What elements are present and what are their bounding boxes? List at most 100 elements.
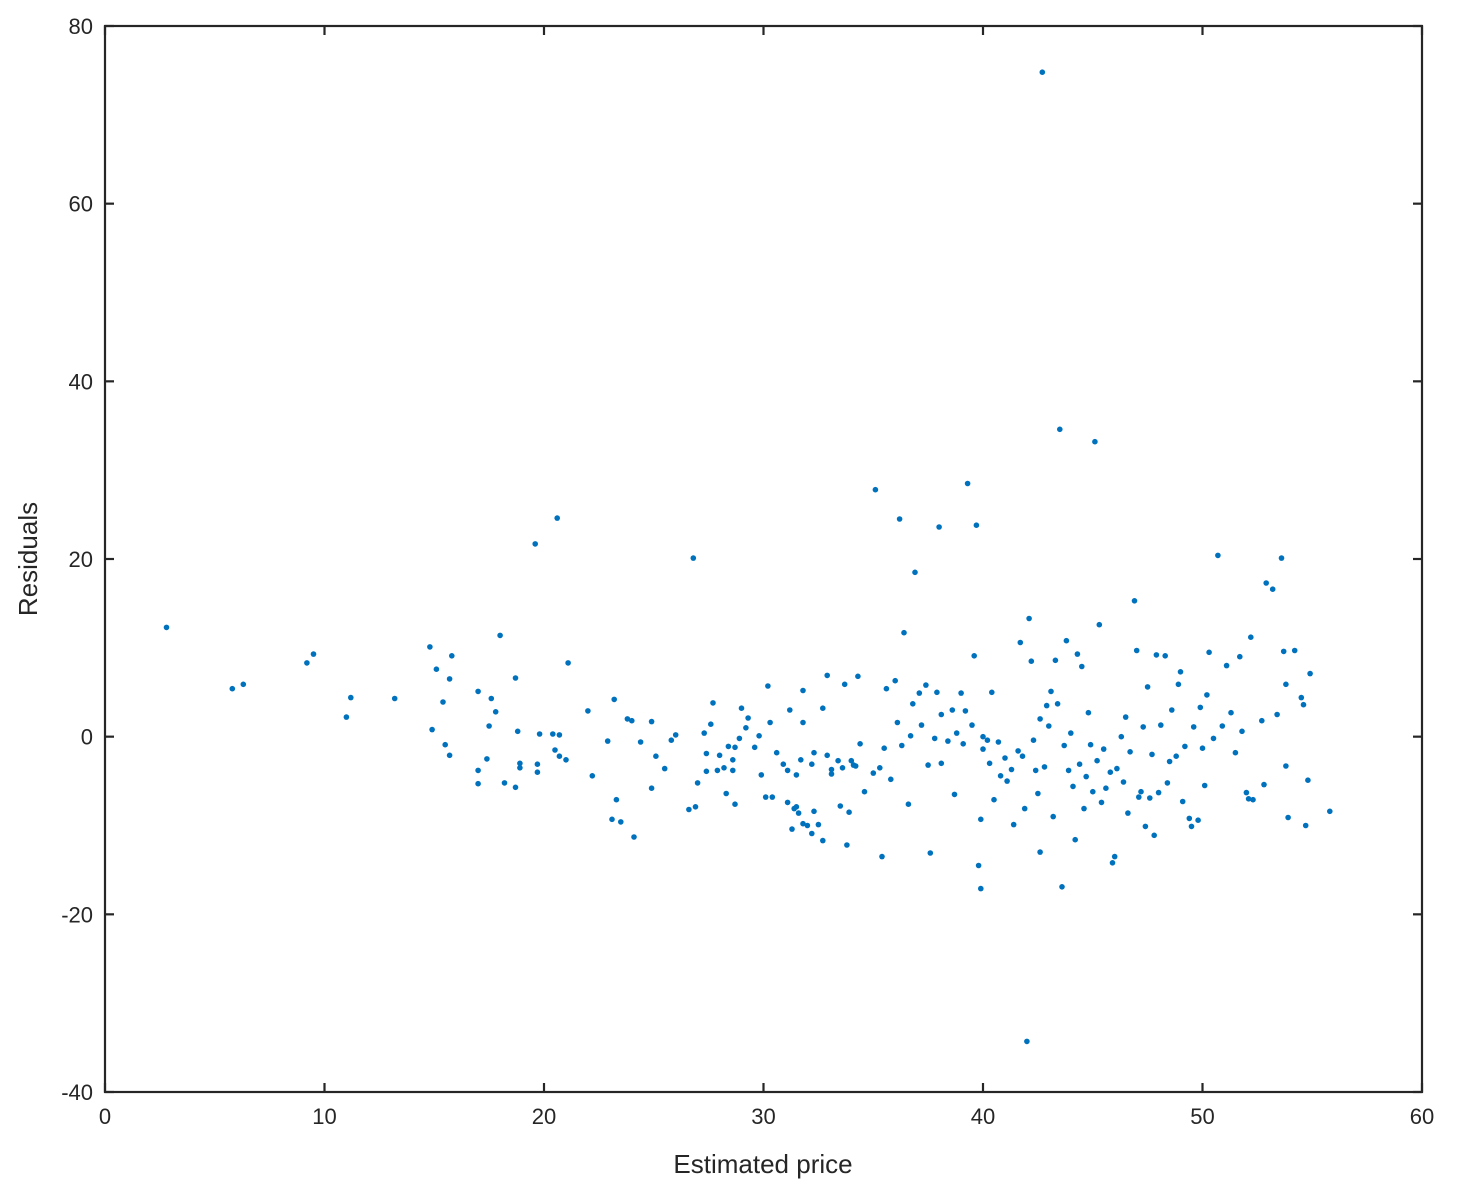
data-point xyxy=(343,714,350,720)
data-point xyxy=(613,796,620,803)
x-tick-label: 60 xyxy=(1410,1104,1434,1129)
y-tick-label: 80 xyxy=(69,14,93,39)
data-point xyxy=(1092,438,1098,445)
x-tick-label: 30 xyxy=(751,1104,775,1129)
data-point xyxy=(980,746,986,752)
data-point xyxy=(1076,761,1083,767)
data-point xyxy=(1048,688,1054,695)
data-point xyxy=(1219,723,1226,729)
data-point xyxy=(427,644,433,650)
data-point xyxy=(1151,832,1157,839)
x-tick-label: 0 xyxy=(99,1104,111,1129)
data-point xyxy=(798,757,804,763)
data-point xyxy=(1024,1038,1030,1045)
data-point xyxy=(550,731,556,737)
data-point xyxy=(304,660,310,666)
data-point xyxy=(716,752,723,759)
data-point xyxy=(604,738,611,744)
data-point xyxy=(475,767,481,774)
data-point xyxy=(1162,653,1168,659)
data-point xyxy=(648,718,655,725)
data-point xyxy=(1269,586,1276,592)
data-point xyxy=(995,739,1002,745)
data-point xyxy=(1153,652,1160,658)
data-point xyxy=(701,730,707,736)
data-point xyxy=(912,569,918,576)
data-point xyxy=(1190,724,1197,730)
data-point xyxy=(758,772,765,778)
data-point xyxy=(534,769,541,775)
x-tick-label: 50 xyxy=(1190,1104,1214,1129)
data-point xyxy=(517,765,523,771)
data-point xyxy=(918,722,925,728)
data-point xyxy=(811,808,817,815)
data-point xyxy=(991,796,997,803)
data-point xyxy=(938,711,945,718)
data-point xyxy=(997,773,1004,779)
data-point xyxy=(391,695,398,702)
data-point xyxy=(714,767,721,774)
data-point xyxy=(1100,746,1107,752)
data-point xyxy=(637,739,644,745)
data-point xyxy=(1327,808,1333,815)
data-point xyxy=(1039,69,1046,75)
data-point xyxy=(787,707,793,713)
data-point xyxy=(773,749,780,756)
data-point xyxy=(1107,769,1114,775)
data-point xyxy=(552,747,558,753)
data-point xyxy=(710,700,716,706)
data-point xyxy=(1114,765,1120,772)
data-point xyxy=(765,683,771,689)
data-point xyxy=(745,715,751,721)
data-point xyxy=(1085,709,1092,716)
data-point xyxy=(800,687,806,694)
data-point xyxy=(804,822,811,829)
data-point xyxy=(517,760,523,767)
x-tick-label: 40 xyxy=(971,1104,995,1129)
x-tick-label: 20 xyxy=(532,1104,556,1129)
data-point xyxy=(1210,735,1217,742)
y-tick-label: 60 xyxy=(69,192,93,217)
data-point xyxy=(962,708,969,714)
data-point xyxy=(348,694,354,701)
data-point xyxy=(1173,753,1179,759)
data-point xyxy=(1204,692,1210,698)
x-axis-title: Estimated price xyxy=(673,1149,852,1179)
data-point xyxy=(1037,849,1043,855)
data-point xyxy=(855,673,861,680)
data-point xyxy=(848,757,855,764)
data-point xyxy=(762,794,769,800)
data-point xyxy=(1228,709,1234,716)
data-point xyxy=(809,761,815,767)
data-point xyxy=(1008,766,1015,773)
data-point xyxy=(1140,724,1146,730)
data-point xyxy=(907,733,914,739)
data-point xyxy=(1186,815,1193,822)
data-point xyxy=(1300,701,1307,708)
data-point xyxy=(949,707,956,713)
data-point xyxy=(905,801,912,807)
data-point xyxy=(1147,795,1153,801)
data-point xyxy=(1305,777,1311,783)
data-point xyxy=(971,653,977,659)
data-point xyxy=(756,733,762,739)
data-point xyxy=(1283,763,1289,769)
data-point xyxy=(953,730,960,736)
data-point xyxy=(1201,782,1208,789)
data-point xyxy=(1059,884,1065,890)
data-point xyxy=(1307,670,1313,677)
data-point xyxy=(442,741,449,748)
data-point xyxy=(1133,647,1140,654)
data-point xyxy=(989,689,995,696)
data-point xyxy=(429,726,435,733)
data-point xyxy=(1037,716,1043,722)
data-point xyxy=(1015,748,1021,754)
data-point xyxy=(631,834,637,840)
data-point xyxy=(938,760,945,767)
data-point xyxy=(1017,639,1024,646)
data-point xyxy=(611,696,617,703)
data-point xyxy=(661,765,668,772)
data-point xyxy=(589,773,596,779)
data-point xyxy=(1195,817,1201,823)
